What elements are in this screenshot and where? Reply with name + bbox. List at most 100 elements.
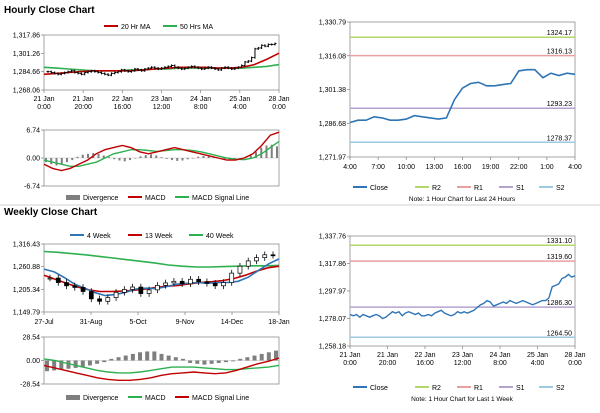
divergence-bar bbox=[223, 158, 226, 160]
x-tick-label: 5-Oct bbox=[129, 319, 146, 326]
y-tick-label: 1,337.76 bbox=[319, 234, 346, 241]
y-tick-label: 1,260.88 bbox=[13, 264, 40, 271]
candle-body bbox=[229, 272, 235, 283]
divergence-bar bbox=[186, 158, 189, 160]
divergence-bar bbox=[80, 360, 85, 368]
candle-body bbox=[163, 282, 168, 286]
divergence-bar bbox=[71, 158, 74, 161]
divergence-bar bbox=[109, 358, 114, 361]
candle-body bbox=[130, 286, 135, 290]
x-tick-label: 25 Jan 4:00 bbox=[527, 352, 548, 367]
candle-body bbox=[270, 254, 276, 257]
level-label-r2: 1331.10 bbox=[547, 238, 572, 245]
candle-body bbox=[179, 280, 185, 285]
ma20-line bbox=[43, 52, 280, 76]
x-tick-label: 7:00 bbox=[371, 164, 385, 171]
divergence-bar bbox=[202, 155, 205, 158]
x-tick-label: 21 Jan 20:00 bbox=[73, 96, 94, 111]
candle-body bbox=[55, 277, 61, 283]
y-tick-label: 1,316.08 bbox=[319, 53, 346, 60]
divergence-bar bbox=[97, 153, 100, 158]
x-tick-label: 19:00 bbox=[482, 164, 500, 171]
x-tick-label: 28 Jan 0:00 bbox=[564, 352, 585, 367]
x-tick-label: 23 Jan 12:00 bbox=[452, 352, 473, 367]
y-tick-label: 1,205.34 bbox=[13, 287, 40, 294]
x-tick-label: 24 Jan 8:00 bbox=[190, 96, 211, 111]
x-tick-label: 13:00 bbox=[426, 164, 444, 171]
divergence-bar bbox=[249, 154, 252, 158]
divergence-bar bbox=[81, 154, 84, 158]
y-tick-label: 1,297.97 bbox=[319, 289, 346, 296]
candle-body bbox=[64, 282, 69, 287]
divergence-bar bbox=[66, 360, 71, 369]
divergence-bar bbox=[73, 360, 78, 368]
close-line bbox=[349, 273, 576, 320]
y-tick-label: 1,278.07 bbox=[319, 316, 346, 323]
candle-body bbox=[138, 286, 144, 294]
divergence-bar bbox=[123, 355, 128, 361]
candle-body bbox=[204, 281, 210, 284]
x-tick-label: 1:00 bbox=[540, 164, 554, 171]
legend-label: MACD bbox=[145, 395, 166, 402]
legend-label: R1 bbox=[474, 185, 483, 192]
x-tick-label: 14-Dec bbox=[221, 319, 244, 326]
legend-swatch-bar bbox=[66, 395, 80, 400]
candle-body bbox=[188, 278, 193, 285]
x-tick-label: 31-Aug bbox=[80, 319, 103, 326]
y-tick-label: 1,258.18 bbox=[319, 344, 346, 351]
divergence-bar bbox=[113, 158, 116, 160]
x-tick-label: 24 Jan 8:00 bbox=[489, 352, 510, 367]
divergence-bar bbox=[266, 352, 271, 361]
candle-body bbox=[88, 291, 94, 300]
y-tick-label: 1,317.86 bbox=[319, 261, 346, 268]
level-label-s2: 1278.37 bbox=[547, 135, 572, 142]
y-tick-label: 1,149.79 bbox=[13, 310, 40, 317]
x-tick-label: 22 Jan 16:00 bbox=[112, 96, 133, 111]
divergence-bar bbox=[270, 144, 273, 158]
divergence-bar bbox=[129, 158, 131, 161]
divergence-bar bbox=[150, 154, 152, 158]
x-tick-label: 28 Jan 0:00 bbox=[268, 96, 289, 111]
divergence-bar bbox=[173, 357, 178, 361]
legend-label: S1 bbox=[516, 385, 525, 392]
weekly-price-frame bbox=[43, 243, 280, 313]
divergence-bar bbox=[245, 357, 250, 361]
y-tick-label: 1,330.79 bbox=[319, 20, 346, 27]
divergence-bar bbox=[207, 156, 210, 158]
legend-label: MACD bbox=[145, 195, 166, 202]
legend-label: 40 Week bbox=[206, 233, 234, 240]
y-tick-label: 1,284.66 bbox=[13, 69, 40, 76]
divergence-bar bbox=[255, 151, 257, 158]
legend-label: 20 Hr MA bbox=[121, 24, 151, 31]
y-tick-label: 1,301.38 bbox=[319, 87, 346, 94]
x-tick-label: 16:00 bbox=[454, 164, 472, 171]
x-tick-label: 21 Jan 0:00 bbox=[33, 96, 54, 111]
y-tick-label: 6.74 bbox=[26, 128, 40, 135]
divergence-bar bbox=[238, 358, 243, 361]
divergence-bar bbox=[76, 156, 79, 158]
divergence-bar bbox=[202, 360, 207, 365]
divergence-bar bbox=[181, 158, 184, 161]
y-tick-label: 1,301.26 bbox=[13, 51, 40, 58]
divergence-bar bbox=[130, 353, 135, 361]
chart-note: Note: 1 Hour Chart for Last 1 Week bbox=[411, 396, 514, 403]
divergence-bar bbox=[116, 357, 121, 361]
weekly-line-frame bbox=[349, 235, 576, 347]
divergence-bar bbox=[144, 155, 147, 158]
y-tick-label: 0.00 bbox=[26, 156, 40, 163]
divergence-bar bbox=[197, 156, 200, 158]
divergence-bar bbox=[260, 147, 263, 158]
candle-body bbox=[105, 297, 111, 302]
x-tick-label: 25 Jan 4:00 bbox=[229, 96, 250, 111]
divergence-bar bbox=[66, 158, 68, 163]
candle-body bbox=[47, 277, 53, 280]
divergence-bar bbox=[231, 360, 236, 362]
legend-label: R1 bbox=[474, 385, 483, 392]
x-tick-label: 23 Jan 12:00 bbox=[151, 96, 172, 111]
candle-body bbox=[221, 282, 226, 287]
legend-label: R2 bbox=[432, 185, 441, 192]
x-tick-label: 21 Jan 20:00 bbox=[377, 352, 398, 367]
hourly-price-frame bbox=[43, 34, 280, 91]
divergence-bar bbox=[171, 158, 173, 161]
y-tick-label: 1,317.86 bbox=[13, 33, 40, 40]
